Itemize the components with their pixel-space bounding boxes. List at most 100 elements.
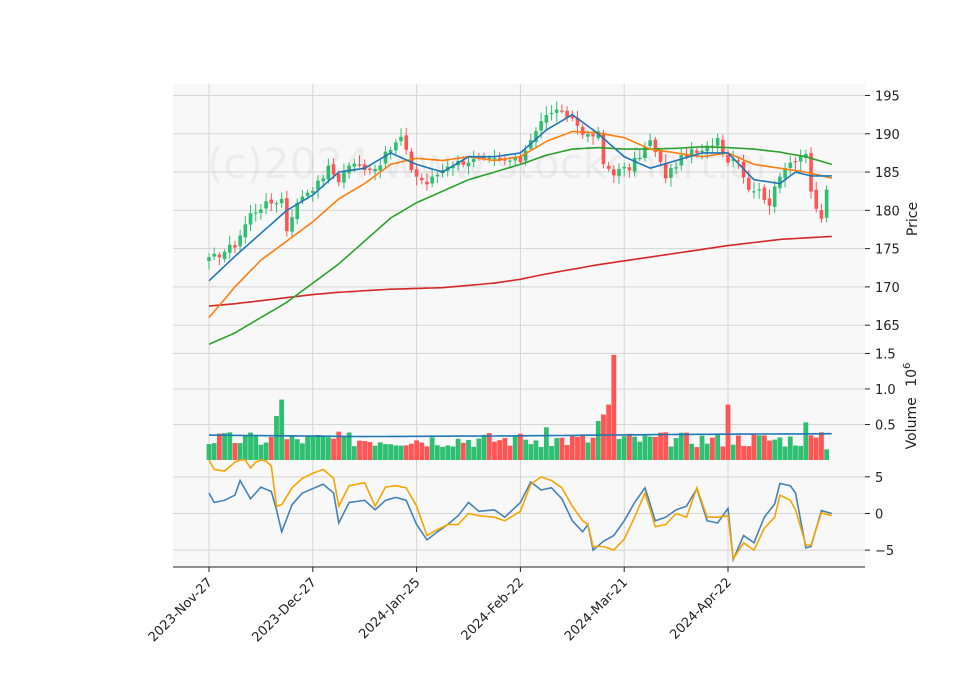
candle-body [279, 198, 284, 204]
candle-body [311, 190, 315, 193]
volume-bar [559, 437, 565, 460]
volume-bar [761, 435, 767, 460]
volume-bar [351, 446, 357, 460]
volume-bar [372, 445, 378, 460]
volume-bar [543, 427, 549, 460]
price-panel: 165 170 175 180 185 190 195 [173, 84, 900, 352]
candle-body [222, 251, 227, 260]
volume-bar [388, 444, 394, 460]
candle-body [300, 196, 305, 202]
candle-body [269, 199, 274, 204]
volume-bar [715, 433, 721, 460]
volume-ma-line [208, 432, 832, 438]
ma-fast-line [208, 113, 832, 282]
candle-body [331, 164, 336, 175]
candle-body [347, 165, 351, 174]
candle-body [767, 198, 772, 206]
candle-body [824, 189, 829, 218]
volume-bar [284, 439, 290, 460]
volume-bar [720, 446, 726, 460]
candle-body [368, 168, 372, 170]
candle-body [606, 165, 611, 169]
volume-bar [455, 438, 461, 460]
candle-body [627, 167, 632, 171]
candle-body [461, 160, 466, 165]
candle-body [663, 162, 668, 179]
candle-body [617, 168, 621, 176]
candle-body [425, 181, 429, 185]
candle-body [435, 174, 440, 177]
price-ytick-label: 170 [875, 281, 900, 296]
candle-body [798, 156, 803, 162]
volume-bar [658, 432, 663, 460]
volume-bar [601, 414, 606, 460]
candle-body [290, 217, 294, 232]
volume-bar [554, 438, 560, 460]
volume-bar [336, 431, 342, 460]
volume-bar [647, 436, 653, 460]
candle-body [544, 115, 549, 123]
volume-bar [735, 435, 741, 460]
candle-body [399, 136, 403, 142]
volume-bar [341, 435, 347, 460]
volume-bar [642, 434, 648, 460]
candle-body [508, 160, 512, 162]
volume-bar [756, 435, 762, 460]
price-ytick-label: 195 [875, 89, 900, 104]
volume-bar [398, 445, 404, 460]
candle-body [788, 162, 793, 168]
volume-bar [518, 433, 523, 460]
volume-bar [253, 436, 259, 460]
volume-bar [486, 433, 492, 460]
volume-bar [782, 446, 788, 460]
candle-body [362, 164, 367, 170]
volume-bar [450, 446, 456, 460]
volume-bar [502, 438, 508, 460]
ma-slow-line [208, 145, 833, 346]
volume-bar [590, 437, 596, 460]
volume-bar [564, 444, 570, 460]
candle-body [658, 151, 663, 162]
volume-bar [409, 443, 414, 460]
candle-body [736, 160, 741, 162]
volume-bar [268, 436, 274, 460]
candle-body [471, 158, 476, 162]
candle-body [378, 165, 383, 171]
volume-bar [777, 437, 783, 460]
candle-body [612, 169, 616, 176]
candle-body [274, 203, 279, 205]
volume-bar [710, 437, 715, 460]
volume-bar [668, 446, 674, 460]
candle-body [419, 177, 424, 181]
oscillator-ytick-label: 0 [875, 508, 883, 523]
candle-body [233, 245, 237, 248]
candle-body [586, 134, 590, 137]
candle-body [264, 201, 268, 209]
volume-bar [310, 436, 316, 460]
candle-body [762, 187, 767, 201]
candle-body [534, 131, 538, 142]
candle-body [580, 126, 585, 135]
candle-body [778, 176, 782, 189]
volume-bar [237, 443, 243, 460]
oscillator-line-2 [208, 459, 833, 562]
candle-body [752, 191, 756, 193]
volume-bar [357, 440, 362, 460]
volume-bar [346, 432, 352, 460]
volume-bar [580, 434, 586, 460]
candle-body [684, 154, 689, 157]
candle-body [518, 156, 523, 163]
volume-bar [440, 446, 445, 460]
volume-bar [305, 435, 311, 460]
candle-body [648, 140, 652, 147]
candle-body [383, 151, 388, 164]
volume-axis-label: Volume 106 [902, 363, 920, 450]
candle-body [695, 150, 699, 154]
candle-body [575, 117, 580, 126]
candle-body [388, 150, 393, 153]
volume-bar [772, 439, 778, 460]
volume-bar [383, 444, 388, 460]
volume-bar [294, 439, 300, 460]
candle-body [637, 157, 642, 160]
candle-body [430, 176, 434, 184]
